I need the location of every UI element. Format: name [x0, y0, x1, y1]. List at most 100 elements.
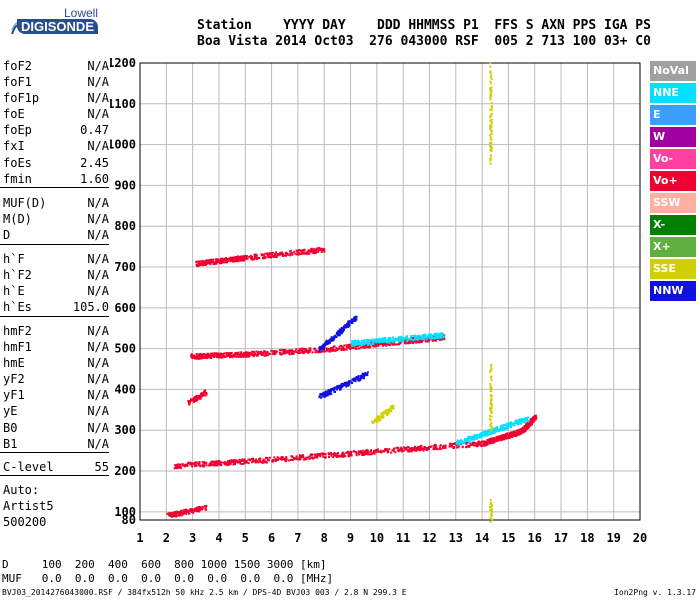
- data-point: [292, 352, 295, 355]
- data-point: [176, 511, 179, 514]
- data-point: [261, 352, 264, 355]
- data-point: [484, 443, 487, 446]
- data-point: [348, 380, 351, 383]
- data-point: [350, 450, 353, 453]
- data-point: [363, 450, 366, 453]
- data-point: [305, 456, 308, 459]
- param-name: h`F2: [3, 268, 32, 283]
- data-point: [301, 455, 304, 458]
- data-point: [216, 259, 219, 262]
- param-name: yF1: [3, 388, 25, 403]
- data-point: [525, 423, 528, 426]
- data-point: [490, 508, 493, 511]
- data-point: [415, 449, 418, 452]
- data-point: [208, 356, 211, 359]
- data-point: [320, 396, 323, 399]
- distance-row: D 100 200 400 600 800 1000 1500 3000 [km…: [2, 558, 327, 571]
- data-point: [276, 253, 279, 256]
- data-point: [318, 349, 321, 352]
- param-name: B1: [3, 436, 18, 451]
- data-point: [487, 432, 490, 435]
- data-point: [302, 351, 305, 354]
- data-point: [199, 506, 202, 509]
- data-point: [240, 351, 243, 354]
- data-point: [224, 258, 227, 261]
- data-point: [205, 504, 208, 507]
- data-point: [234, 459, 237, 462]
- params-group-3: h`F N/A h`F2 N/A h`E N/A h`Es 105.0: [3, 251, 109, 315]
- data-point: [433, 447, 436, 450]
- data-point: [204, 394, 207, 397]
- data-point: [489, 80, 492, 83]
- data-point: [307, 252, 310, 255]
- data-point: [508, 435, 511, 438]
- data-point: [489, 119, 492, 122]
- data-point: [341, 452, 344, 455]
- data-point: [328, 390, 331, 393]
- data-point: [461, 441, 464, 444]
- data-point: [280, 457, 283, 460]
- x-tick-label: 10: [370, 531, 384, 545]
- data-point: [258, 458, 261, 461]
- data-point: [386, 414, 389, 417]
- data-point: [490, 130, 493, 133]
- data-point: [439, 334, 442, 337]
- data-point: [327, 452, 330, 455]
- data-point: [526, 424, 529, 427]
- data-point: [515, 434, 518, 437]
- x-tick-label: 16: [528, 531, 542, 545]
- data-point: [525, 420, 528, 423]
- data-point: [534, 414, 537, 417]
- data-point: [256, 460, 259, 463]
- data-point: [298, 352, 301, 355]
- data-point: [489, 134, 492, 137]
- data-point: [505, 423, 508, 426]
- data-point: [189, 399, 192, 402]
- data-point: [461, 445, 464, 448]
- data-point: [344, 451, 347, 454]
- data-point: [262, 460, 265, 463]
- data-point: [335, 455, 338, 458]
- data-point: [522, 420, 525, 423]
- data-point: [190, 353, 193, 356]
- data-point: [416, 340, 419, 343]
- data-point: [368, 345, 371, 348]
- data-point: [204, 357, 207, 360]
- data-point: [303, 458, 306, 461]
- y-tick-label: 400: [114, 382, 136, 396]
- data-point: [489, 437, 492, 440]
- data-point: [395, 338, 398, 341]
- data-point: [200, 263, 203, 266]
- x-tick-label: 14: [475, 531, 489, 545]
- data-point: [267, 256, 270, 259]
- data-point: [356, 342, 359, 345]
- version-info: Ion2Png v. 1.3.17: [614, 588, 696, 597]
- data-point: [259, 352, 262, 355]
- data-point: [204, 508, 207, 511]
- data-point: [300, 456, 303, 459]
- data-point: [196, 260, 199, 263]
- data-point: [472, 441, 475, 444]
- data-point: [379, 450, 382, 453]
- data-point: [350, 344, 353, 347]
- data-point: [316, 247, 319, 250]
- data-point: [366, 346, 369, 349]
- data-point: [208, 261, 211, 264]
- data-point: [261, 353, 264, 356]
- param-row: yF2 N/A: [3, 371, 109, 387]
- data-point: [403, 446, 406, 449]
- data-point: [194, 509, 197, 512]
- data-point: [214, 462, 217, 465]
- data-point: [209, 263, 212, 266]
- data-point: [497, 429, 500, 432]
- param-row: h`F N/A: [3, 251, 109, 267]
- data-point: [353, 317, 356, 320]
- param-name: yF2: [3, 372, 25, 387]
- data-point: [281, 253, 284, 256]
- data-point: [305, 251, 308, 254]
- data-point: [490, 504, 493, 507]
- data-point: [395, 446, 398, 449]
- data-point: [283, 254, 286, 257]
- data-point: [254, 461, 257, 464]
- data-point: [250, 257, 253, 260]
